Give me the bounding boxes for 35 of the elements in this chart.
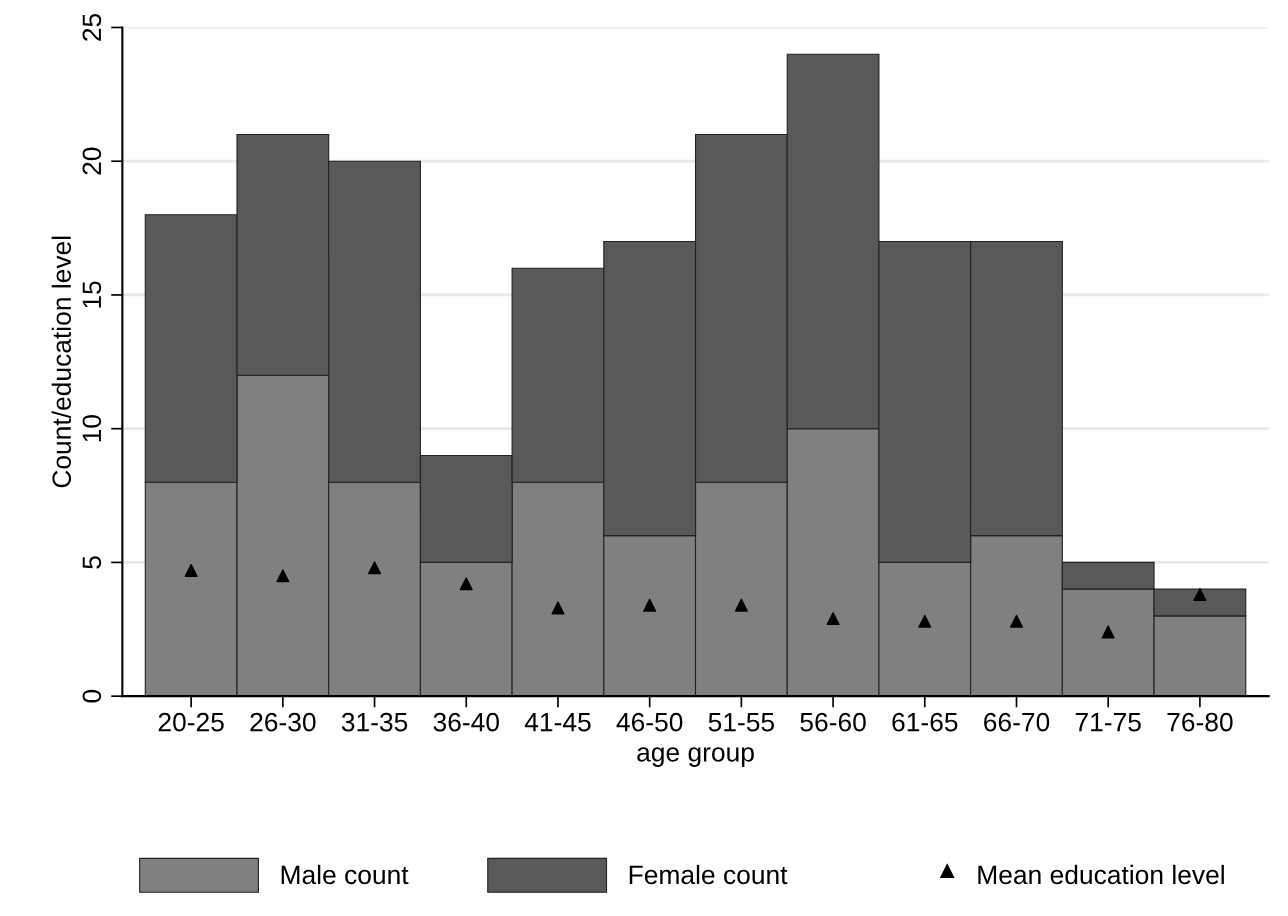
x-tick-label: 71-75 xyxy=(1075,713,1141,732)
y-tick-label: 0 xyxy=(82,689,102,703)
x-tick-label: 46-50 xyxy=(616,712,683,732)
point xyxy=(1193,588,1207,602)
legend-label: Mean education level xyxy=(978,864,1224,885)
x-tick-label: 66-70 xyxy=(984,712,1050,732)
legend-label: Male count xyxy=(281,864,409,885)
x-axis-title: age group xyxy=(637,747,754,767)
point xyxy=(1009,614,1023,628)
x-tick-label: 36-40 xyxy=(433,712,499,732)
x-tick-label: 31-35 xyxy=(341,712,408,732)
legend-label: Female count xyxy=(629,864,788,885)
point xyxy=(1101,625,1115,639)
point xyxy=(551,601,565,615)
point xyxy=(734,598,748,612)
y-tick-label: 15 xyxy=(82,281,102,308)
point xyxy=(918,614,932,628)
point xyxy=(459,577,473,591)
point xyxy=(276,569,290,583)
point xyxy=(368,561,382,575)
point xyxy=(184,563,198,577)
point xyxy=(826,612,840,626)
y-tick-label: 20 xyxy=(82,147,102,175)
y-axis-title: Count/education level xyxy=(51,236,72,488)
y-tick-label: 10 xyxy=(82,415,102,442)
x-tick-label: 61-65 xyxy=(892,712,958,732)
point xyxy=(643,598,657,612)
x-tick-label: 26-30 xyxy=(250,712,316,732)
x-tick-label: 20-25 xyxy=(158,712,224,732)
y-tick-label: 5 xyxy=(82,556,102,569)
x-tick-label: 76-80 xyxy=(1167,712,1233,732)
x-tick-label: 51-55 xyxy=(708,713,775,732)
x-tick-label: 56-60 xyxy=(800,712,866,732)
x-tick-label: 41-45 xyxy=(524,713,591,732)
y-tick-label: 25 xyxy=(82,13,102,41)
